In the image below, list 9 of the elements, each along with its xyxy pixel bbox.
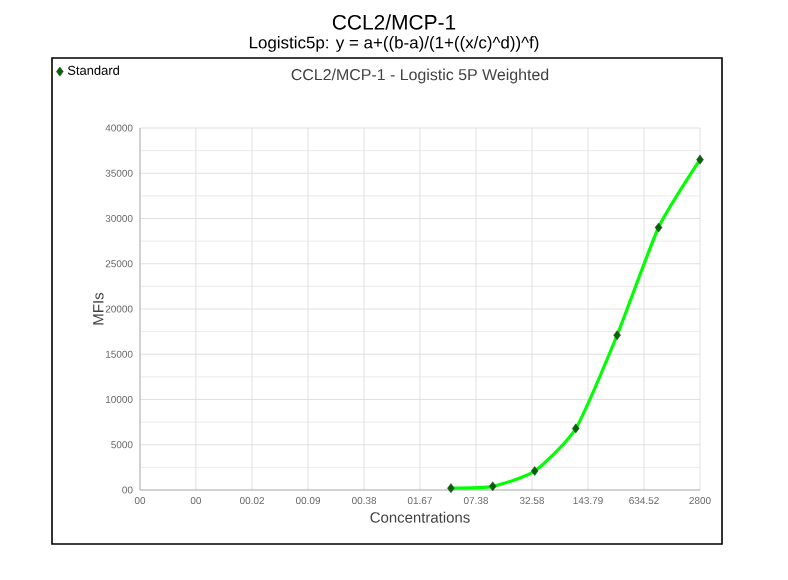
point [572,423,580,434]
point [654,222,663,233]
point [613,330,621,341]
chart-title: CCL2/MCP-1 [332,14,456,30]
chart-subtitle: Logistic5p: y = a+((b-a)/(1+((x/c)^d))^f) [249,36,539,52]
point [530,466,539,476]
point [696,154,704,165]
point [488,481,497,492]
point [447,483,455,494]
